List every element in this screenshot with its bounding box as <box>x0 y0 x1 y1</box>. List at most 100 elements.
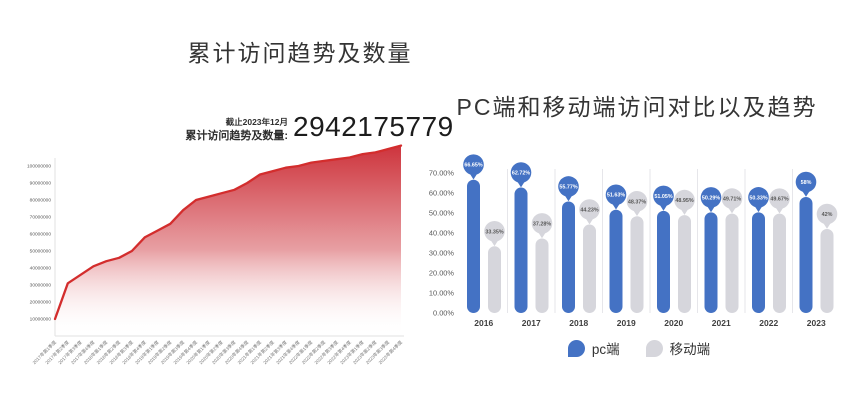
x-category-label: 2016 <box>474 318 493 328</box>
pc-balloon <box>510 162 532 183</box>
mobile-balloon <box>674 189 695 211</box>
pc-balloon <box>558 176 579 197</box>
left-chart-title: 累计访问趋势及数量 <box>187 40 413 66</box>
mobile-bar <box>678 215 691 313</box>
x-category-label: 2023 <box>807 318 826 328</box>
legend-marker-icon <box>645 339 663 357</box>
data-label: 42% <box>822 212 833 218</box>
mobile-bar <box>583 224 596 313</box>
cumulative-visits-panel: 累计访问趋势及数量 截止2023年12月 累计访问趋势及数量: 29421757… <box>27 40 453 366</box>
pc-bar <box>609 209 623 313</box>
legend: pc端 移动端 <box>426 338 852 358</box>
legend-label: pc端 <box>591 342 620 357</box>
pc-bar <box>704 212 718 313</box>
mobile-balloon <box>816 203 838 225</box>
data-label: 44.23% <box>580 208 598 214</box>
pc-mobile-panel: PC端和移动端访问对比以及趋势 70.00% 60.00% 50.00% 40.00%… <box>426 0 852 411</box>
mobile-bar <box>820 229 834 313</box>
pc-bar <box>562 201 575 313</box>
y-tick-label: 50000000 <box>30 249 52 255</box>
data-label: 33.35% <box>485 229 503 235</box>
pc-balloon <box>653 185 674 207</box>
data-label: 51.63% <box>607 193 625 199</box>
data-label: 58% <box>801 180 812 186</box>
y-tick-label: 10.00% <box>429 289 454 298</box>
y-tick-label: 80000000 <box>30 198 52 204</box>
pc-mobile-lollipop-chart: 70.00% 60.00% 50.00% 40.00% 30.00% 20.00% 10.0… <box>429 154 838 328</box>
y-tick-label: 30.00% <box>429 249 454 258</box>
pc-bar <box>514 187 528 313</box>
data-label: 50.33% <box>749 195 767 201</box>
year-group-2018: 55.77% 44.23% 2018 <box>558 176 600 328</box>
year-group-2020: 51.05%48.95% 2020 <box>653 185 695 328</box>
mobile-balloon <box>579 199 600 220</box>
pc-bar <box>799 197 813 313</box>
kpi-asof-date: 截止2023年12月 <box>225 117 288 127</box>
year-group-2019: 51.63%48.37% 2019 <box>605 184 648 328</box>
pc-bar <box>467 179 480 313</box>
pc-bar <box>657 210 670 313</box>
kpi-caption: 截止2023年12月 累计访问趋势及数量: <box>128 117 288 142</box>
cumulative-area-chart: 10000000 20000000 30000000 40000000 50000000… <box>27 144 404 366</box>
year-group-2016: 66.65% 33.35% 2016 <box>463 154 505 328</box>
trend-line <box>53 144 403 321</box>
y-tick-label: 50.00% <box>429 209 454 218</box>
mobile-balloon <box>626 190 648 212</box>
data-label: 55.77% <box>559 184 577 190</box>
y-tick-label: 70000000 <box>30 215 52 221</box>
legend-item: pc端 <box>567 338 620 358</box>
legend-marker-icon <box>567 339 585 357</box>
y-tick-label: 10000000 <box>30 317 52 323</box>
y-tick-label: 20000000 <box>30 300 52 306</box>
pc-balloon <box>463 154 484 175</box>
x-category-label: 2022 <box>759 318 778 328</box>
data-label: 50.29% <box>702 195 720 201</box>
data-label: 62.72% <box>512 171 530 177</box>
x-category-label: 2021 <box>712 318 731 328</box>
data-label: 48.95% <box>675 198 693 204</box>
mobile-balloon <box>531 213 553 234</box>
y-tick-label: 60000000 <box>30 232 52 238</box>
pc-balloon <box>605 184 627 206</box>
x-category-label: 2020 <box>664 318 683 328</box>
pc-balloon <box>700 187 722 208</box>
data-label: 66.65% <box>464 163 482 169</box>
y-tick-label: 60.00% <box>429 189 454 198</box>
kpi-label: 累计访问趋势及数量: <box>185 129 288 142</box>
y-tick-label: 40.00% <box>429 229 454 238</box>
legend-item: 移动端 <box>645 338 711 358</box>
y-tick-label: 0.00% <box>433 309 454 318</box>
y-tick-label: 30000000 <box>30 283 52 289</box>
x-category-label: 2017 <box>522 318 541 328</box>
year-group-2023: 58% 42% 2023 <box>795 171 838 328</box>
mobile-bar <box>488 246 501 313</box>
year-group-2022: 50.33% 49.67% 2022 <box>748 187 790 328</box>
data-label: 49.67% <box>770 197 788 203</box>
year-group-2021: 50.29% 49.71% 2021 <box>700 187 743 328</box>
y-tick-label: 40000000 <box>30 266 52 272</box>
mobile-bar <box>535 238 549 313</box>
mobile-balloon <box>769 188 790 209</box>
mobile-balloon <box>484 221 505 242</box>
data-label: 37.28% <box>533 221 551 227</box>
y-tick-label: 20.00% <box>429 269 454 278</box>
right-chart-title: PC端和移动端访问对比以及趋势 <box>456 94 818 120</box>
legend-label: 移动端 <box>669 342 711 357</box>
y-tick-label: 90000000 <box>30 181 52 187</box>
y-tick-label: 70.00% <box>429 169 454 178</box>
mobile-balloon <box>721 188 743 209</box>
x-category-label: 2018 <box>569 318 588 328</box>
data-label: 49.71% <box>723 197 741 203</box>
data-label: 48.37% <box>628 199 646 205</box>
mobile-bar <box>773 213 786 313</box>
pc-bar <box>752 212 765 313</box>
pc-balloon <box>748 187 769 208</box>
pc-balloon <box>795 171 817 193</box>
y-tick-label: 100000000 <box>27 164 51 170</box>
mobile-bar <box>725 213 739 313</box>
mobile-bar <box>630 216 644 313</box>
x-category-label: 2019 <box>617 318 636 328</box>
year-group-2017: 62.72% 37.28% 2017 <box>510 162 553 328</box>
data-label: 51.05% <box>654 194 672 200</box>
